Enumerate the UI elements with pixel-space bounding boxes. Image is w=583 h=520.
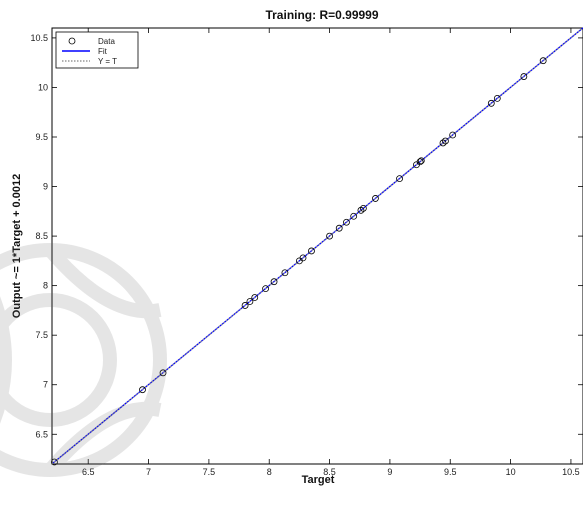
data-point (539, 57, 547, 65)
axis-ticks: 6.5 7 7.5 8 8.5 9 9.5 10 10.5 6.5 7 7.5 8 8.5 9 9.5 10 10… (30, 28, 583, 477)
data-point (159, 369, 167, 377)
data-point (417, 157, 425, 165)
data-point (493, 94, 501, 102)
data-point (139, 386, 146, 394)
data-point (442, 137, 449, 145)
data-point (343, 218, 350, 226)
data-points (51, 57, 547, 466)
regression-plot: Training: R=0.99999 6.5 7 7.5 8 8.5 9 9.5 10 10.… (11, 8, 583, 486)
y-tick-label: 10 (38, 82, 48, 92)
data-point (396, 175, 403, 183)
legend-box (55, 31, 139, 69)
data-point (281, 269, 289, 277)
y-tick-label: 9 (43, 182, 48, 192)
y-tick-label: 9.5 (35, 132, 48, 142)
data-point (439, 139, 447, 147)
legend: Data Fit Y = T (55, 31, 139, 69)
y-tick-label: 10.5 (30, 33, 48, 43)
x-tick-label: 9.5 (444, 467, 457, 477)
y-equals-t-line (51, 27, 583, 465)
data-point (357, 206, 365, 214)
data-point (299, 254, 307, 262)
x-tick-label: 10 (506, 467, 516, 477)
data-point (51, 458, 58, 466)
x-tick-label: 9 (387, 467, 392, 477)
y-tick-label: 6.5 (35, 429, 48, 439)
series-lines (51, 27, 583, 465)
data-point (359, 204, 367, 212)
x-tick-label: 7 (146, 467, 151, 477)
legend-data-marker (68, 37, 76, 45)
legend-label-yt: Y = T (98, 57, 117, 66)
legend-label-fit: Fit (98, 47, 108, 56)
data-point (335, 224, 343, 232)
data-point (487, 99, 495, 107)
data-point (449, 131, 457, 139)
data-point (241, 302, 249, 309)
y-tick-label: 8 (43, 281, 48, 291)
x-tick-label: 10.5 (562, 467, 580, 477)
data-point (308, 247, 315, 255)
x-tick-label: 7.5 (203, 467, 216, 477)
data-point (416, 158, 424, 166)
data-point (246, 298, 254, 305)
y-axis-label: Output ~= 1*Target + 0.0012 (11, 174, 23, 318)
data-point (270, 278, 278, 286)
x-tick-label: 8.5 (323, 467, 336, 477)
x-tick-label: 8 (267, 467, 272, 477)
legend-label-data: Data (98, 37, 115, 46)
data-point (251, 294, 259, 301)
x-tick-label: 6.5 (82, 467, 95, 477)
y-tick-label: 7 (43, 380, 48, 390)
data-point (262, 285, 270, 293)
chart-title: Training: R=0.99999 (265, 8, 378, 22)
data-point (326, 232, 333, 240)
x-axis-label: Target (302, 474, 335, 486)
data-point (350, 212, 358, 220)
data-point (520, 73, 528, 80)
y-tick-label: 8.5 (35, 231, 48, 241)
y-tick-label: 7.5 (35, 330, 48, 340)
data-point (372, 195, 379, 202)
watermark-emblem (0, 243, 167, 477)
